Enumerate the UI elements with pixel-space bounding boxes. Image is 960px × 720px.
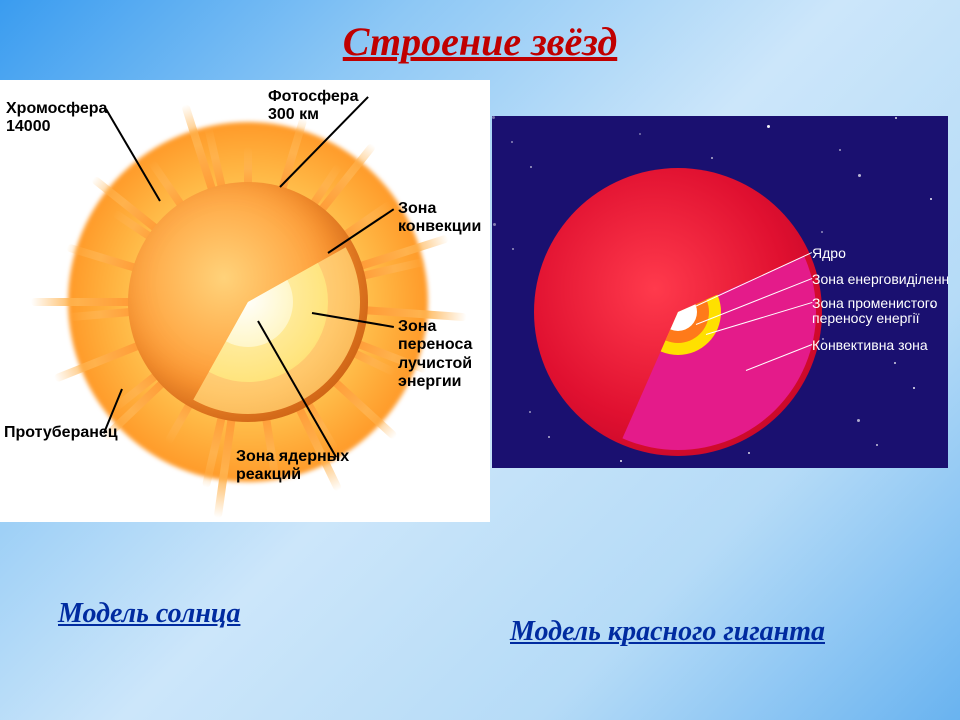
star-dot (639, 133, 641, 135)
star-dot (529, 411, 531, 413)
sun-label: Зона переноса лучистой энергии (398, 318, 472, 392)
star-dot (748, 452, 750, 454)
star-dot (913, 387, 915, 389)
caption-redgiant: Модель красного гиганта (510, 616, 825, 648)
redgiant-label: Зона променистого переносу енергії (812, 296, 937, 327)
redgiant-diagram: Ядро Зона енерговиділення Зона променистог… (492, 116, 948, 468)
sun-label: Фотосфера 300 км (268, 88, 358, 125)
redgiant-label: Зона енерговиділення (812, 272, 948, 287)
star-dot (857, 419, 860, 422)
redgiant-label: Конвективна зона (812, 338, 928, 353)
star-dot (821, 231, 823, 233)
sun-diagram: Хромосфера 14000 Фотосфера 300 км Зона кон… (0, 80, 490, 522)
sun-label: Протуберанец (4, 424, 118, 442)
star-dot (858, 174, 861, 177)
caption-sun: Модель солнца (58, 598, 240, 630)
star-dot (530, 166, 532, 168)
star-dot (493, 223, 496, 226)
star-dot (511, 141, 513, 143)
redgiant-label: Ядро (812, 246, 846, 261)
sun-label: Хромосфера 14000 (6, 100, 107, 137)
star-dot (711, 157, 713, 159)
sun-label: Зона конвекции (398, 200, 481, 237)
star-dot (876, 444, 878, 446)
star-dot (894, 362, 896, 364)
star-dot (839, 149, 841, 151)
star-dot (895, 117, 897, 119)
star-dot (620, 460, 622, 462)
star-dot (492, 116, 495, 119)
star-dot (512, 248, 514, 250)
page-title: Строение звёзд (0, 18, 960, 65)
star-dot (930, 198, 932, 200)
star-dot (767, 125, 770, 128)
star-dot (548, 436, 550, 438)
sun-label: Зона ядерных реакций (236, 448, 349, 485)
